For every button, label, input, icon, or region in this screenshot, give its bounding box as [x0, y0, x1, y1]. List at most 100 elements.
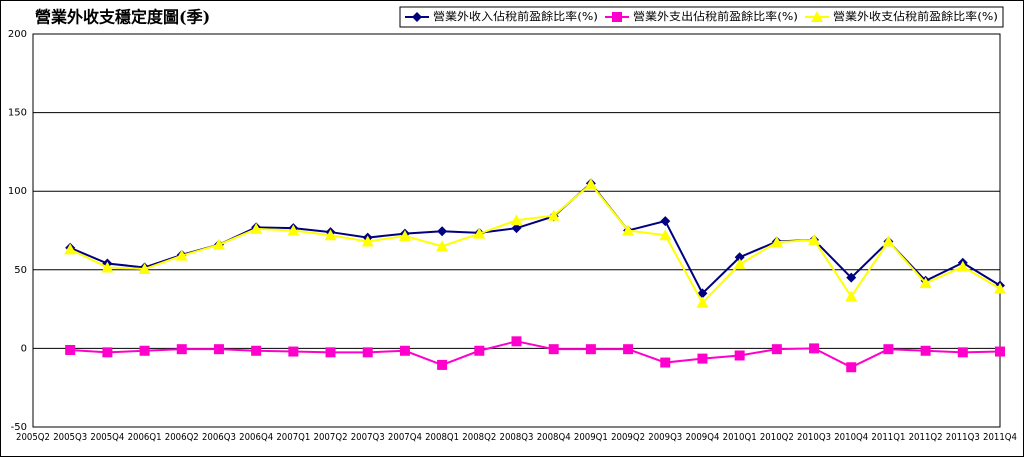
x-tick-label: 2011Q4: [983, 432, 1017, 443]
marker: [362, 347, 373, 358]
marker: [846, 272, 857, 283]
marker: [398, 230, 411, 242]
y-tick-label: 200: [8, 29, 27, 40]
marker: [251, 345, 262, 356]
marker: [250, 222, 263, 234]
marker: [809, 343, 820, 354]
marker: [846, 362, 857, 373]
marker: [547, 209, 560, 221]
x-tick-label: 2006Q2: [165, 432, 199, 443]
marker: [697, 288, 708, 299]
series: [64, 178, 1006, 308]
x-tick-label: 2011Q1: [871, 432, 905, 443]
x-tick-label: 2005Q3: [53, 432, 87, 443]
marker: [995, 346, 1005, 357]
series-line: [69, 182, 1001, 305]
y-tick-label: -50: [11, 422, 27, 433]
marker: [660, 216, 671, 227]
x-tick-label: 2006Q1: [128, 432, 162, 443]
legend-marker: [811, 11, 823, 22]
marker: [956, 260, 969, 272]
marker: [622, 224, 635, 236]
marker: [287, 224, 300, 236]
marker: [697, 353, 708, 364]
marker: [994, 282, 1006, 294]
marker: [584, 178, 597, 190]
marker: [883, 344, 894, 355]
marker: [919, 277, 932, 289]
y-tick-label: 150: [8, 108, 27, 119]
x-tick-label: 2010Q3: [797, 432, 831, 443]
marker: [138, 263, 151, 275]
series-line: [70, 340, 1001, 369]
x-tick-label: 2007Q2: [314, 432, 348, 443]
marker: [473, 227, 486, 239]
x-tick-label: 2007Q4: [388, 432, 422, 443]
x-tick-label: 2009Q3: [648, 432, 682, 443]
marker: [696, 296, 709, 308]
marker: [659, 229, 672, 241]
marker: [212, 238, 225, 250]
marker: [623, 344, 634, 355]
x-tick-label: 2008Q2: [462, 432, 496, 443]
marker: [437, 359, 448, 370]
marker: [288, 346, 299, 357]
marker: [771, 344, 782, 355]
marker: [920, 345, 931, 356]
x-tick-label: 2009Q4: [685, 432, 719, 443]
legend-label: 營業外收支佔稅前盈餘比率(%): [833, 9, 998, 23]
marker: [437, 226, 448, 237]
x-tick-label: 2008Q1: [425, 432, 459, 443]
marker: [139, 345, 150, 356]
marker: [770, 236, 783, 248]
x-tick-label: 2005Q4: [90, 432, 124, 443]
marker: [511, 223, 522, 234]
legend-label: 營業外支出佔稅前盈餘比率(%): [633, 9, 798, 23]
marker: [845, 290, 858, 302]
x-tick-label: 2010Q2: [760, 432, 794, 443]
marker: [808, 233, 821, 245]
x-tick-label: 2010Q4: [834, 432, 868, 443]
x-tick-label: 2007Q3: [351, 432, 385, 443]
marker: [361, 235, 374, 247]
series: [65, 336, 1005, 373]
marker: [585, 344, 596, 355]
marker: [213, 344, 224, 355]
x-tick-label: 2005Q2: [16, 432, 50, 443]
marker: [325, 347, 336, 358]
y-tick-label: 100: [8, 186, 27, 197]
x-tick-label: 2006Q4: [239, 432, 273, 443]
marker: [660, 357, 671, 368]
x-tick-label: 2009Q2: [611, 432, 645, 443]
x-tick-label: 2011Q3: [946, 432, 980, 443]
legend-marker: [412, 12, 422, 22]
marker: [101, 261, 114, 273]
marker: [399, 345, 410, 356]
marker: [474, 345, 485, 356]
marker: [436, 240, 449, 252]
y-tick-label: 0: [21, 343, 27, 354]
marker: [734, 350, 745, 361]
marker: [510, 214, 523, 226]
marker: [957, 347, 968, 358]
x-tick-label: 2009Q1: [574, 432, 608, 443]
marker: [102, 347, 113, 358]
legend-box: [399, 6, 1004, 28]
y-tick-label: 50: [14, 265, 27, 276]
marker: [733, 258, 746, 270]
marker: [176, 344, 187, 355]
marker: [65, 344, 76, 355]
marker: [548, 344, 559, 355]
legend-marker: [612, 12, 622, 22]
marker: [734, 252, 745, 263]
x-tick-label: 2011Q2: [909, 432, 943, 443]
marker: [324, 229, 337, 241]
x-tick-label: 2008Q3: [500, 432, 534, 443]
marker: [175, 249, 188, 261]
marker: [511, 336, 522, 347]
x-tick-label: 2007Q1: [276, 432, 310, 443]
marker: [64, 243, 77, 255]
x-tick-label: 2010Q1: [723, 432, 757, 443]
legend: 營業外收入佔稅前盈餘比率(%) 營業外支出佔稅前盈餘比率(%) 營業外收支佔稅前盈餘…: [399, 6, 1004, 28]
